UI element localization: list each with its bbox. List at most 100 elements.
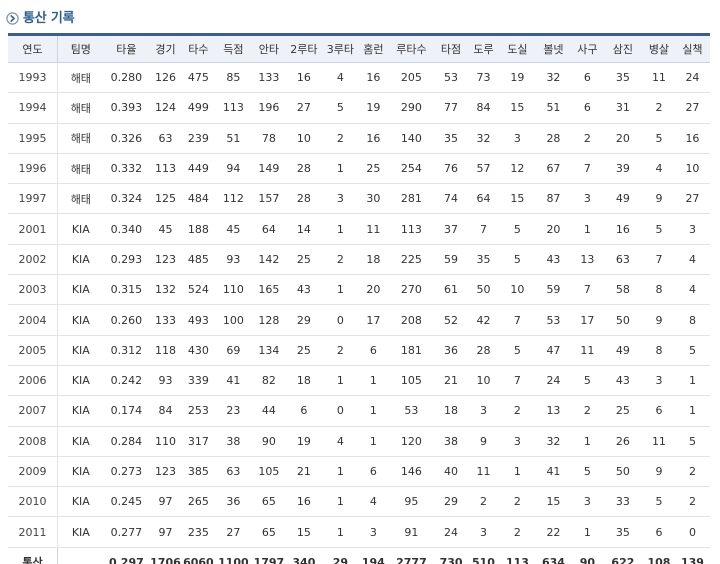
totals-cell: 1797	[251, 546, 286, 564]
table-cell: 0.326	[103, 123, 149, 154]
table-cell: 281	[387, 183, 436, 215]
column-header: 3루타	[321, 33, 359, 63]
table-cell: 165	[251, 274, 286, 306]
table-cell: 0.280	[103, 62, 149, 94]
table-cell: 208	[387, 304, 436, 336]
totals-cell: 634	[534, 546, 572, 564]
table-cell: 225	[387, 244, 436, 276]
table-cell: 51	[534, 92, 572, 124]
table-cell: 3	[499, 123, 535, 154]
table-cell: 25	[358, 153, 388, 185]
table-cell: 132	[149, 274, 182, 306]
table-cell: 13	[571, 244, 603, 276]
table-cell: 43	[602, 365, 643, 397]
table-cell: 1	[571, 426, 603, 457]
table-row: 2002 KIA 0.293 123 485 93 142 25 2 18 225 59 35 5 43 13…	[8, 244, 710, 276]
column-header: 득점	[214, 33, 252, 63]
table-cell: 33	[602, 486, 643, 518]
table-cell: 38	[214, 426, 252, 457]
totals-cell: 139	[674, 546, 710, 564]
table-cell: 해태	[57, 183, 104, 215]
table-cell: 105	[387, 365, 436, 397]
table-cell: 16	[602, 213, 643, 245]
table-cell: 118	[149, 335, 182, 366]
section-header: 통산 기록	[6, 6, 75, 26]
table-cell: 59	[435, 244, 467, 276]
table-cell: 24	[534, 365, 572, 397]
table-cell: 32	[534, 426, 572, 457]
table-cell: 3	[571, 183, 603, 215]
table-cell: 5	[571, 456, 603, 488]
table-cell: 2006	[8, 365, 58, 397]
table-cell: 188	[181, 213, 215, 245]
table-cell: 47	[534, 335, 572, 366]
table-cell: 27	[285, 92, 322, 124]
column-header: 사구	[571, 33, 603, 63]
table-cell: 317	[181, 426, 215, 457]
table-cell: 0	[321, 395, 359, 427]
table-cell: 65	[251, 486, 286, 518]
table-cell: 77	[435, 92, 467, 124]
table-cell: 2	[467, 486, 500, 518]
table-cell: 124	[149, 92, 182, 124]
table-cell: 6	[358, 456, 388, 488]
table-cell: 2009	[8, 456, 58, 488]
table-cell: 133	[251, 62, 286, 94]
table-cell: 57	[467, 153, 500, 185]
table-cell: 205	[387, 62, 436, 94]
table-cell: 2005	[8, 335, 58, 366]
table-cell: 140	[387, 123, 436, 154]
table-cell: 16	[358, 62, 388, 94]
table-cell: 76	[435, 153, 467, 185]
table-row: 2011 KIA 0.277 97 235 27 65 15 1 3 91 24 3 2 22 1 35 6 0	[8, 516, 710, 548]
table-cell: 29	[435, 486, 467, 518]
table-cell: 19	[358, 92, 388, 124]
section-title: 통산 기록	[23, 10, 75, 26]
totals-cell: 730	[435, 546, 467, 564]
table-cell: 36	[214, 486, 252, 518]
table-cell: 128	[251, 304, 286, 336]
table-cell: 1	[321, 274, 359, 306]
table-cell: 0.277	[103, 516, 149, 548]
table-cell: 39	[602, 153, 643, 185]
table-cell: 1996	[8, 153, 58, 185]
table-cell: KIA	[57, 395, 104, 427]
table-cell: 21	[285, 456, 322, 488]
table-row: 2010 KIA 0.245 97 265 36 65 16 1 4 95 29 2 2 15 3 33 5 2	[8, 486, 710, 518]
table-cell: 0	[674, 516, 710, 548]
table-cell: 10	[285, 123, 322, 154]
table-cell: 22	[534, 516, 572, 548]
table-footer: 통산 0.297 1706 6060 1100 1797 340 29 194 2777 730 51…	[8, 546, 710, 564]
table-cell: 10	[467, 365, 500, 397]
table-cell: 49	[602, 335, 643, 366]
table-cell: 2001	[8, 213, 58, 245]
table-cell: 4	[674, 274, 710, 306]
table-cell: 1	[321, 213, 359, 245]
table-row: 1995 해태 0.326 63 239 51 78 10 2 16 140 35 32 3 28 2 20 5 1…	[8, 123, 710, 154]
table-row: 2008 KIA 0.284 110 317 38 90 19 4 1 120 38 9 3 32 1 26 11…	[8, 426, 710, 457]
table-cell: 0.332	[103, 153, 149, 185]
table-cell: 5	[499, 244, 535, 276]
table-cell: 475	[181, 62, 215, 94]
table-cell: 10	[499, 274, 535, 306]
table-cell: 2	[571, 123, 603, 154]
column-header: 도실	[499, 33, 535, 63]
table-cell: 112	[214, 183, 252, 215]
table-cell: 6	[358, 335, 388, 366]
table-cell: 7	[571, 153, 603, 185]
table-cell: 6	[285, 395, 322, 427]
table-cell: 493	[181, 304, 215, 336]
table-cell: 52	[435, 304, 467, 336]
totals-cell: 6060	[181, 546, 215, 564]
table-cell: 27	[214, 516, 252, 548]
table-cell: 4	[358, 486, 388, 518]
table-cell: 0.293	[103, 244, 149, 276]
table-cell: 44	[251, 395, 286, 427]
table-cell: 181	[387, 335, 436, 366]
table-cell: 5	[642, 486, 675, 518]
table-row: 2006 KIA 0.242 93 339 41 82 18 1 1 105 21 10 7 24 5 43 3 1	[8, 365, 710, 397]
table-row: 2001 KIA 0.340 45 188 45 64 14 1 11 113 37 7 5 20 1 16 5 3	[8, 213, 710, 245]
totals-cell: 194	[358, 546, 388, 564]
table-cell: 73	[467, 62, 500, 94]
career-stats-table: 연도 팀명 타율 경기 타수 득점 안타 2루타 3루타 홈런 루타수 타점 도루 도실 볼넷 사구 삼진 병살 실…	[8, 33, 710, 564]
